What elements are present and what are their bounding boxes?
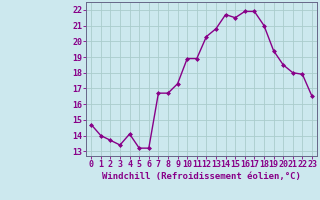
X-axis label: Windchill (Refroidissement éolien,°C): Windchill (Refroidissement éolien,°C) [102,172,301,181]
